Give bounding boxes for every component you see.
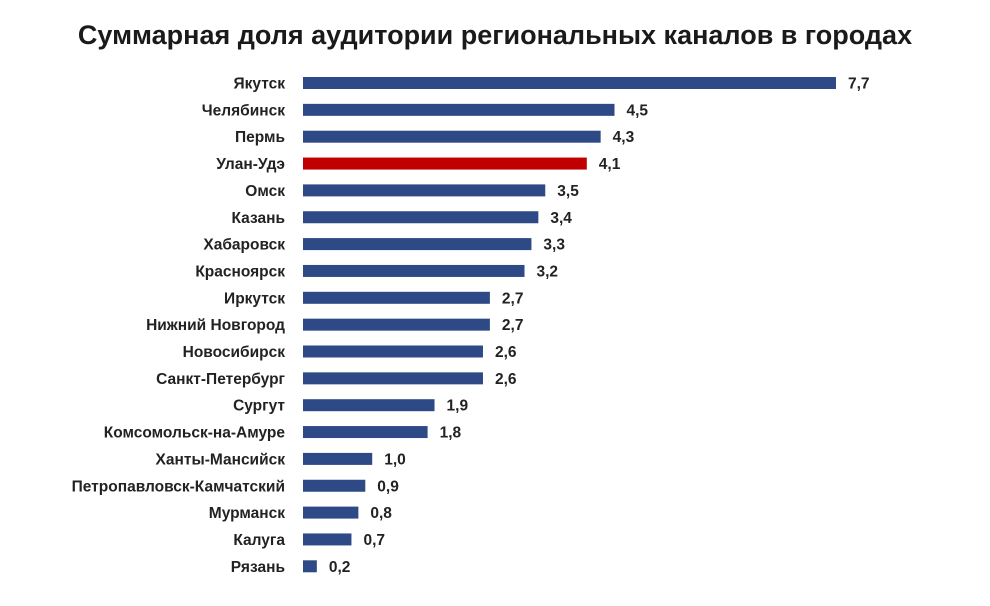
category-label: Рязань — [231, 559, 285, 576]
value-label: 4,5 — [626, 102, 648, 119]
bar — [303, 426, 428, 439]
bar — [303, 345, 483, 358]
value-label: 1,0 — [384, 451, 406, 468]
value-label: 0,8 — [370, 505, 392, 522]
value-label: 2,6 — [495, 344, 517, 361]
bar — [303, 184, 546, 197]
category-label: Челябинск — [202, 102, 285, 119]
bar — [303, 452, 373, 465]
bar — [303, 291, 490, 304]
category-label: Иркутск — [224, 290, 285, 307]
category-label: Якутск — [234, 76, 286, 93]
bar — [303, 103, 615, 116]
category-label: Сургут — [233, 398, 285, 415]
value-label: 0,7 — [363, 532, 385, 549]
category-label: Красноярск — [195, 263, 285, 280]
bar — [303, 130, 601, 143]
category-label: Ханты-Мансийск — [156, 451, 286, 468]
category-label: Улан-Удэ — [216, 156, 285, 173]
bar — [303, 533, 352, 546]
bar — [303, 479, 366, 492]
bar — [303, 77, 836, 89]
value-label: 2,7 — [502, 290, 524, 307]
value-label: 4,3 — [613, 129, 635, 146]
value-label: 3,3 — [543, 237, 565, 254]
category-label: Нижний Новгород — [146, 317, 285, 334]
value-label: 2,7 — [502, 317, 524, 334]
bar — [303, 560, 317, 573]
category-label: Пермь — [235, 129, 285, 146]
category-label: Санкт-Петербург — [156, 371, 285, 388]
category-label: Калуга — [233, 532, 285, 549]
value-label: 1,8 — [440, 425, 462, 442]
value-label: 7,7 — [848, 76, 870, 93]
bar — [303, 264, 525, 277]
value-label: 0,9 — [377, 478, 399, 495]
bar — [303, 506, 359, 519]
bar — [303, 318, 490, 331]
bar-highlighted — [303, 157, 587, 170]
chart-title: Суммарная доля аудитории региональных ка… — [77, 20, 913, 50]
value-label: 3,4 — [550, 210, 572, 227]
value-label: 2,6 — [495, 371, 517, 388]
bar — [303, 372, 483, 385]
bar — [303, 211, 539, 224]
value-label: 0,2 — [329, 559, 351, 576]
category-label: Комсомольск-на-Амуре — [104, 425, 286, 442]
value-label: 3,5 — [557, 183, 579, 200]
category-label: Новосибирск — [183, 344, 286, 361]
value-label: 1,9 — [447, 398, 469, 415]
bar — [303, 238, 532, 251]
category-label: Омск — [245, 183, 285, 200]
value-label: 4,1 — [599, 156, 621, 173]
bar — [303, 399, 435, 412]
category-label: Хабаровск — [203, 237, 285, 254]
category-label: Казань — [232, 210, 285, 227]
category-label: Мурманск — [209, 505, 285, 522]
category-label: Петропавловск-Камчатский — [72, 478, 285, 495]
value-label: 3,2 — [537, 263, 559, 280]
